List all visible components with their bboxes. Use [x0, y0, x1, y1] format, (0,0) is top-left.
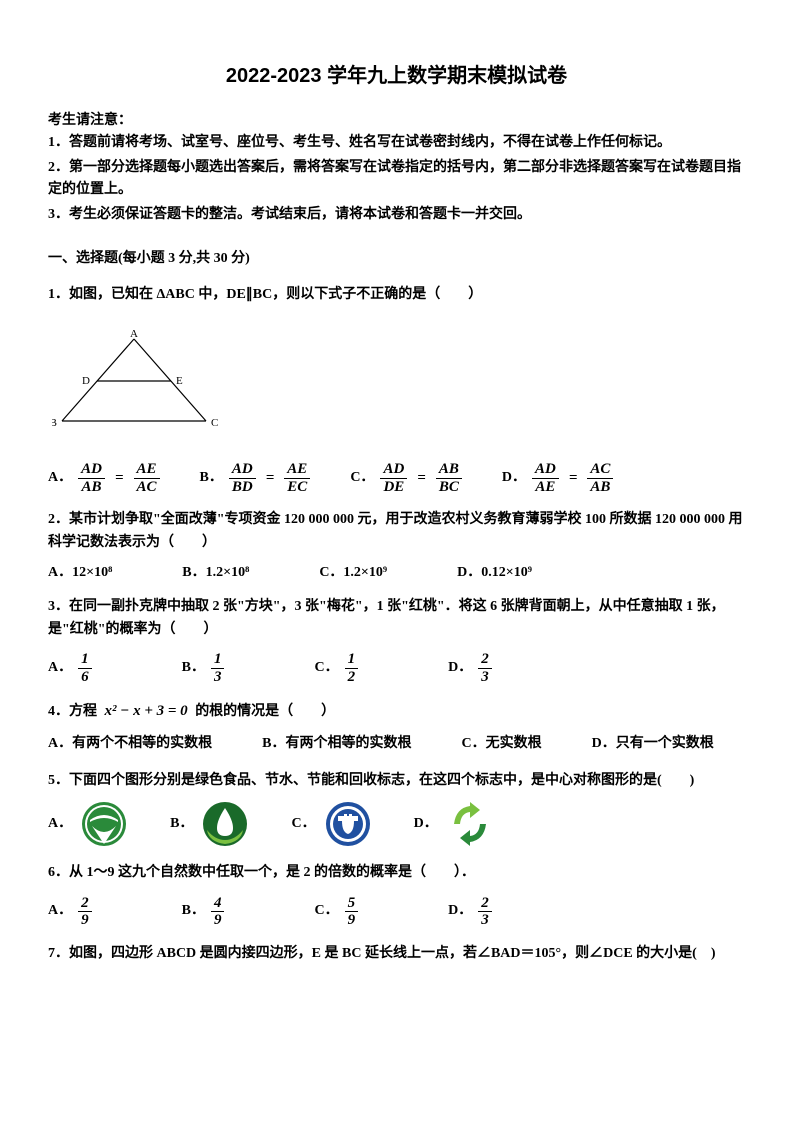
q6-opt-b: B． 49 [182, 895, 225, 929]
opt-label: D． [414, 813, 438, 835]
q6-opt-d: D． 23 [448, 895, 492, 929]
opt-label: D． [448, 900, 472, 922]
recycle-icon [446, 800, 494, 848]
q5-opt-d: D． [414, 800, 494, 848]
q4-stem: 4．方程 x² − x + 3 = 0 的根的情况是（ ） [48, 699, 745, 723]
opt-label: C． [314, 657, 338, 679]
q5-opt-a: A． [48, 800, 128, 848]
notice-head: 考生请注意： [48, 110, 745, 132]
notice-2: 2．第一部分选择题每小题选出答案后，需将答案写在试卷指定的括号内，第二部分非选择… [48, 157, 745, 202]
opt-label: C． [350, 467, 374, 489]
energy-save-icon [324, 800, 372, 848]
opt-label: B． [200, 467, 223, 489]
q4-opt-c: C．无实数根 [461, 733, 541, 755]
q2-opt-c: C．1.2×10⁹ [319, 562, 387, 584]
opt-label: C． [291, 813, 315, 835]
q2-opt-d: D．0.12×10⁹ [457, 562, 532, 584]
page-title: 2022-2023 学年九上数学期末模拟试卷 [48, 60, 745, 92]
svg-text:D: D [82, 375, 90, 387]
q2-opt-b: B．1.2×10⁸ [182, 562, 249, 584]
notice-1: 1．答题前请将考场、试室号、座位号、考生号、姓名写在试卷密封线内，不得在试卷上作… [48, 132, 745, 154]
q3-opt-b: B． 13 [182, 651, 225, 685]
q1-options: A． ADAB = AEAC B． ADBD = AEEC C． ADDE = … [48, 461, 745, 495]
q4-opt-a: A．有两个不相等的实数根 [48, 733, 212, 755]
green-food-icon [80, 800, 128, 848]
q1-triangle: A B C D E [52, 329, 222, 429]
q5-options: A． B． C． D． [48, 800, 745, 848]
q6-stem: 6．从 1～9 这九个自然数中任取一个，是 2 的倍数的概率是（ ）． [48, 862, 745, 884]
opt-label: A． [48, 900, 72, 922]
svg-text:E: E [176, 375, 183, 387]
q1-opt-c: C． ADDE = ABBC [350, 461, 462, 495]
q4-options: A．有两个不相等的实数根 B．有两个相等的实数根 C．无实数根 D．只有一个实数… [48, 733, 745, 755]
q3-opt-d: D． 23 [448, 651, 492, 685]
q2-opt-a: A．12×10⁸ [48, 562, 112, 584]
q6-opt-a: A． 29 [48, 895, 92, 929]
q7-stem: 7．如图，四边形 ABCD 是圆内接四边形，E 是 BC 延长线上一点，若∠BA… [48, 943, 745, 965]
opt-label: D． [502, 467, 526, 489]
opt-label: A． [48, 657, 72, 679]
opt-label: B． [170, 813, 193, 835]
q1-opt-d: D． ADAE = ACAB [502, 461, 614, 495]
q5-opt-c: C． [291, 800, 371, 848]
q4-opt-d: D．只有一个实数根 [592, 733, 714, 755]
q2-stem: 2．某市计划争取"全面改薄"专项资金 120 000 000 元，用于改造农村义… [48, 509, 745, 554]
q1-stem: 1．如图，已知在 ΔABC 中，DE∥BC，则以下式子不正确的是（ ） [48, 284, 745, 306]
svg-text:B: B [52, 417, 57, 429]
notice-3: 3．考生必须保证答题卡的整洁。考试结束后，请将本试卷和答题卡一并交回。 [48, 204, 745, 226]
opt-label: A． [48, 467, 72, 489]
q4-opt-b: B．有两个相等的实数根 [262, 733, 411, 755]
svg-text:C: C [211, 417, 218, 429]
opt-label: B． [182, 900, 205, 922]
q5-opt-b: B． [170, 800, 249, 848]
section-1-title: 一、选择题(每小题 3 分,共 30 分) [48, 248, 745, 270]
opt-label: B． [182, 657, 205, 679]
q2-options: A．12×10⁸ B．1.2×10⁸ C．1.2×10⁹ D．0.12×10⁹ [48, 562, 745, 584]
q3-opt-c: C． 12 [314, 651, 358, 685]
q6-options: A． 29 B． 49 C． 59 D． 23 [48, 895, 745, 929]
q3-options: A． 16 B． 13 C． 12 D． 23 [48, 651, 745, 685]
q1-opt-a: A． ADAB = AEAC [48, 461, 160, 495]
q6-opt-c: C． 59 [314, 895, 358, 929]
water-save-icon [201, 800, 249, 848]
opt-label: C． [314, 900, 338, 922]
q3-opt-a: A． 16 [48, 651, 92, 685]
q3-stem: 3．在同一副扑克牌中抽取 2 张"方块"，3 张"梅花"，1 张"红桃"．将这 … [48, 596, 745, 641]
q5-stem: 5．下面四个图形分别是绿色食品、节水、节能和回收标志，在这四个标志中，是中心对称… [48, 770, 745, 792]
svg-text:A: A [130, 329, 138, 340]
q1-opt-b: B． ADBD = AEEC [200, 461, 311, 495]
opt-label: D． [448, 657, 472, 679]
opt-label: A． [48, 813, 72, 835]
